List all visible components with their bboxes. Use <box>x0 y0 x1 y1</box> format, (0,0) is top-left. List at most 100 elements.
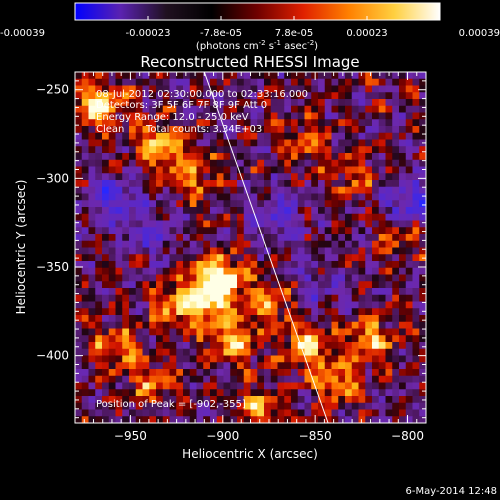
heatmap-cell <box>156 207 164 215</box>
heatmap-cell <box>223 382 231 390</box>
heatmap-cell <box>318 173 326 181</box>
heatmap-cell <box>183 105 191 113</box>
heatmap-cell <box>324 193 332 201</box>
heatmap-cell <box>318 119 326 127</box>
heatmap-cell <box>304 254 312 262</box>
heatmap-cell <box>250 112 258 120</box>
heatmap-cell <box>169 112 177 120</box>
heatmap-cell <box>216 85 224 93</box>
heatmap-cell <box>203 261 211 269</box>
heatmap-cell <box>338 382 346 390</box>
heatmap-cell <box>142 281 150 289</box>
heatmap-cell <box>372 369 380 377</box>
heatmap-cell <box>75 348 83 356</box>
heatmap-cell <box>108 355 116 363</box>
heatmap-cell <box>102 207 110 215</box>
heatmap-cell <box>392 166 400 174</box>
heatmap-cell <box>149 85 157 93</box>
heatmap-cell <box>385 409 393 417</box>
heatmap-cell <box>115 362 123 370</box>
heatmap-cell <box>331 375 339 383</box>
heatmap-cell <box>277 166 285 174</box>
heatmap-cell <box>277 186 285 194</box>
heatmap-cell <box>304 396 312 404</box>
heatmap-cell <box>372 227 380 235</box>
heatmap-cell <box>189 389 197 397</box>
heatmap-cell <box>142 132 150 140</box>
heatmap-cell <box>156 261 164 269</box>
heatmap-cell <box>196 281 204 289</box>
heatmap-cell <box>81 375 89 383</box>
heatmap-cell <box>102 247 110 255</box>
heatmap-cell <box>129 119 137 127</box>
heatmap-cell <box>331 335 339 343</box>
heatmap-cell <box>95 207 103 215</box>
heatmap-cell <box>318 274 326 282</box>
heatmap-cell <box>129 389 137 397</box>
heatmap-cell <box>149 382 157 390</box>
heatmap-cell <box>129 193 137 201</box>
heatmap-cell <box>419 294 426 302</box>
heatmap-cell <box>257 416 265 423</box>
heatmap-cell <box>264 389 272 397</box>
heatmap-cell <box>88 308 96 316</box>
heatmap-cell <box>365 335 373 343</box>
heatmap-cell <box>392 342 400 350</box>
heatmap-cell <box>243 254 251 262</box>
heatmap-cell <box>331 213 339 221</box>
heatmap-cell <box>345 234 353 242</box>
heatmap-cell <box>75 213 83 221</box>
heatmap-cell <box>345 180 353 188</box>
heatmap-cell <box>277 227 285 235</box>
heatmap-cell <box>372 159 380 167</box>
heatmap-cell <box>372 267 380 275</box>
heatmap-cell <box>88 139 96 147</box>
heatmap-cell <box>311 328 319 336</box>
heatmap-cell <box>183 375 191 383</box>
heatmap-cell <box>419 389 426 397</box>
heatmap-cell <box>338 335 346 343</box>
heatmap-cell <box>196 240 204 248</box>
heatmap-cell <box>345 308 353 316</box>
heatmap-cell <box>304 348 312 356</box>
heatmap-cell <box>230 288 238 296</box>
heatmap-cell <box>365 200 373 208</box>
heatmap-cell <box>419 213 426 221</box>
heatmap-cell <box>324 389 332 397</box>
heatmap-cell <box>358 402 366 410</box>
heatmap-cell <box>331 85 339 93</box>
heatmap-cell <box>250 402 258 410</box>
heatmap-cell <box>277 362 285 370</box>
heatmap-cell <box>264 348 272 356</box>
heatmap-cell <box>142 335 150 343</box>
heatmap-cell <box>203 342 211 350</box>
heatmap-cell <box>297 382 305 390</box>
heatmap-cell <box>291 389 299 397</box>
heatmap-cell <box>95 369 103 377</box>
heatmap-cell <box>392 139 400 147</box>
heatmap-cell <box>223 369 231 377</box>
heatmap-cell <box>405 180 413 188</box>
heatmap-cell <box>412 348 420 356</box>
heatmap-cell <box>223 342 231 350</box>
heatmap-cell <box>223 247 231 255</box>
heatmap-cell <box>156 247 164 255</box>
heatmap-cell <box>419 362 426 370</box>
heatmap-cell <box>277 126 285 134</box>
heatmap-cell <box>291 159 299 167</box>
heatmap-cell <box>223 139 231 147</box>
heatmap-cell <box>405 375 413 383</box>
heatmap-cell <box>297 281 305 289</box>
heatmap-cell <box>291 193 299 201</box>
heatmap-cell <box>129 126 137 134</box>
heatmap-cell <box>385 220 393 228</box>
heatmap-cell <box>243 348 251 356</box>
heatmap-cell <box>135 328 143 336</box>
heatmap-cell <box>378 105 386 113</box>
heatmap-cell <box>338 321 346 329</box>
heatmap-cell <box>210 193 218 201</box>
heatmap-cell <box>277 92 285 100</box>
heatmap-cell <box>81 227 89 235</box>
heatmap-cell <box>291 200 299 208</box>
heatmap-cell <box>142 72 150 80</box>
